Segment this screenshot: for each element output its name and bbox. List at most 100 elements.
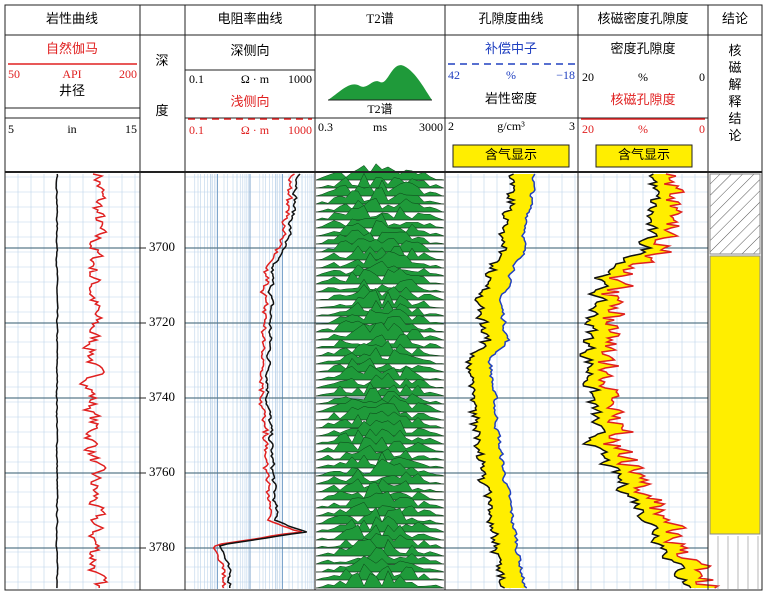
log-curve [487,173,536,589]
t2-spectrum [315,533,445,549]
scale-unit: API [62,67,81,81]
track-title: 核磁密度孔隙度 [597,11,688,26]
log-curve [212,173,303,589]
t2-spectrum [315,444,445,461]
hatched-zone [709,173,761,255]
conclusion-label: 核磁解释结论 [728,43,741,143]
depth-label: 3700 [149,239,175,254]
scale-max: 3000 [419,120,443,134]
scale-unit: g/cm³ [497,119,525,133]
scale-min: 0.1 [189,123,204,137]
t2-spectrum [315,506,445,525]
t2-spectrum [315,428,445,445]
gas-fill [580,174,718,588]
t2-spectrum [315,501,445,517]
t2-spectrum [315,290,445,309]
scale-max: 3 [569,119,575,133]
depth-label: 3780 [149,539,175,554]
t2-spectrum [315,388,445,405]
scale-min: 5 [8,122,14,136]
fill-legend-label: 含气显示 [618,147,670,162]
scale-unit: in [67,122,76,136]
t2-spectrum [315,490,445,509]
t2-spectrum [315,410,445,429]
scale-unit: Ω · m [241,72,270,86]
t2-spectrum [315,570,445,589]
scale-min: 50 [8,67,20,81]
scale-min: 0.3 [318,120,333,134]
track-title: 岩性曲线 [46,11,98,26]
log-curve [218,173,307,589]
t2-spectrum [315,334,445,349]
t2-spectrum [315,395,445,413]
depth-label: 3720 [149,314,175,329]
t2-spectrum [315,339,445,357]
t2-spectrum [315,468,445,485]
gas-zone [709,255,761,535]
t2-spectrum [315,364,445,381]
curve-name: 井径 [59,83,85,98]
t2-spectrum [315,278,445,293]
scale-min: 20 [582,70,594,84]
scale-max: 200 [119,67,137,81]
curves [55,163,759,589]
t2-spectrum [315,205,445,221]
grid [5,174,708,589]
log-curve [464,173,517,589]
fill-legend-label: 含气显示 [485,147,537,162]
t2-spectrum [315,229,445,245]
fill-legend-box [595,144,693,168]
t2-spectrum [315,436,445,453]
t2-spectrum [315,322,445,341]
t2-spectrum [315,451,445,469]
t2-spectrum [315,283,445,301]
t2-legend-icon [328,65,432,100]
t2-spectrum [315,547,445,565]
curve-name: 自然伽马 [46,41,98,56]
scale-min: 42 [448,68,460,82]
scale-max: −18 [556,68,575,82]
scale-max: 1000 [288,123,312,137]
scale-min: 0.1 [189,72,204,86]
t2-spectrum [315,381,445,397]
track-title: 孔隙度曲线 [478,11,543,26]
fill-legend-box [452,144,570,168]
t2-spectrum [315,458,445,477]
log-curve [579,173,692,589]
t2-spectrum [315,478,445,493]
t2-spectrum [315,260,445,277]
track-title: 电阻率曲线 [217,11,282,26]
curve-name: 核磁孔隙度 [610,92,675,107]
depth-label: 3760 [149,464,175,479]
frame [4,4,763,591]
scale-max: 15 [125,122,137,136]
t2-spectrum [315,251,445,269]
curve-name: T2谱 [367,102,392,116]
t2-spectrum [315,515,445,533]
depth-ticks: 3700 3720 3740 3760 3780 [149,239,175,554]
t2-spectrum [315,372,445,389]
t2-spectrum [315,299,445,317]
scale-max: 1000 [288,72,312,86]
t2-spectrum [315,245,445,261]
scale-max: 0 [699,70,705,84]
t2-spectrum [315,197,445,213]
t2-spectrum [315,524,445,541]
conclusion-title: 结论 [722,11,748,26]
t2-spectrum [315,419,445,437]
curve-name: 浅侧向 [230,94,269,109]
log-curve [55,173,59,589]
depth-title: 深 [155,53,168,68]
log-curve [596,173,721,589]
depth-title: 度 [155,103,168,118]
scale-max: 0 [699,122,705,136]
log-curve [78,173,109,589]
scale-unit: % [506,68,516,82]
t2-spectrum [315,347,445,365]
scale-unit: % [638,70,648,84]
t2-spectrum [315,563,445,581]
curve-name: 岩性密度 [485,91,537,106]
t2-spectrum [315,220,445,237]
scale-min: 20 [582,122,594,136]
